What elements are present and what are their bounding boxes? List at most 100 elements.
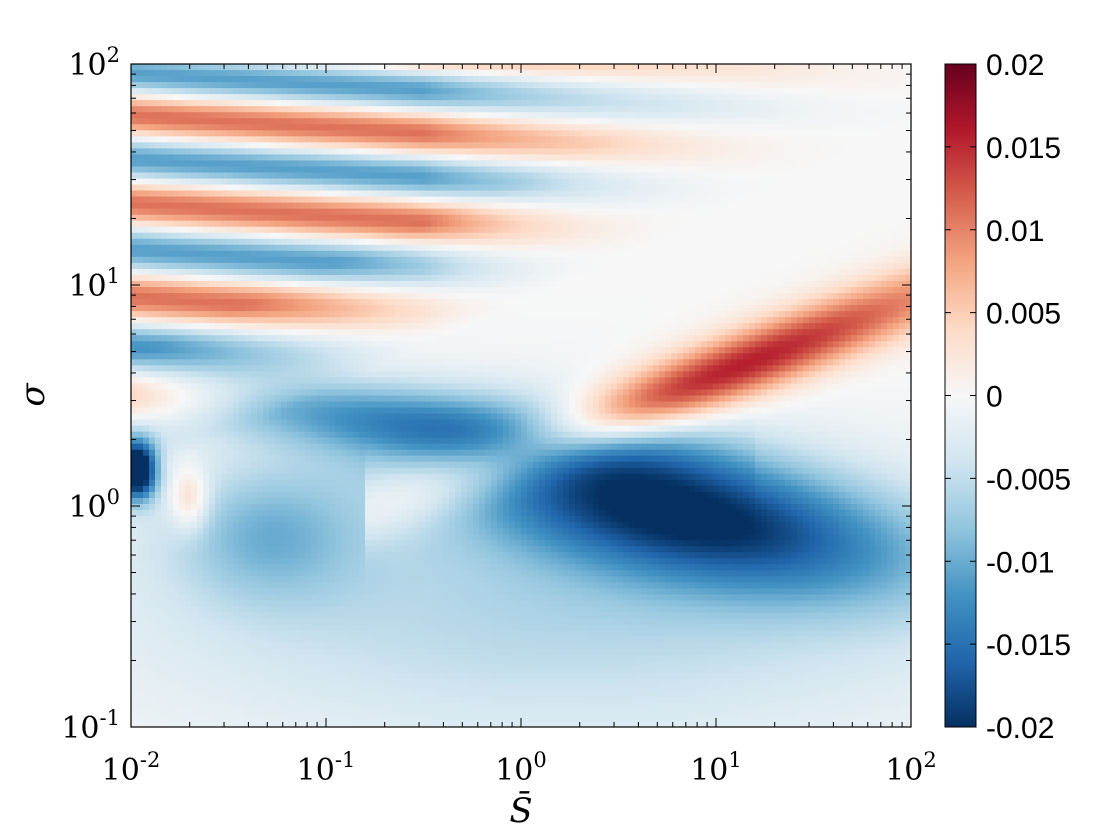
- heatmap-cell: [263, 244, 270, 252]
- heatmap-cell: [707, 100, 714, 107]
- heatmap-cell: [221, 118, 228, 125]
- heatmap-cell: [461, 148, 468, 156]
- heatmap-cell: [497, 112, 504, 119]
- heatmap-cell: [311, 190, 318, 198]
- heatmap-cell: [185, 262, 192, 270]
- heatmap-cell: [905, 238, 911, 246]
- heatmap-cell: [797, 202, 804, 210]
- heatmap-cell: [773, 130, 780, 137]
- heatmap-cell: [173, 100, 180, 107]
- heatmap-cell: [899, 88, 906, 95]
- heatmap-cell: [611, 124, 618, 131]
- heatmap-cell: [557, 208, 564, 216]
- heatmap-cell: [245, 178, 252, 186]
- heatmap-cell: [557, 262, 564, 270]
- heatmap-cell: [521, 166, 528, 174]
- heatmap-cell: [629, 172, 636, 180]
- heatmap-cell: [851, 196, 858, 204]
- heatmap-cell: [797, 64, 804, 71]
- heatmap-cell: [881, 148, 888, 156]
- heatmap-cell: [683, 262, 690, 270]
- heatmap-cell: [671, 190, 678, 198]
- heatmap-cell: [821, 268, 828, 276]
- heatmap-cell: [767, 94, 774, 101]
- heatmap-cell: [515, 262, 522, 270]
- heatmap-cell: [167, 124, 174, 131]
- heatmap-cell: [209, 287, 216, 294]
- heatmap-cell: [377, 202, 384, 210]
- heatmap-cell: [731, 244, 738, 252]
- heatmap-cell: [779, 130, 786, 137]
- heatmap-cell: [821, 148, 828, 156]
- heatmap-cell: [287, 190, 294, 198]
- heatmap-cell: [863, 190, 870, 198]
- heatmap-cell: [149, 166, 156, 174]
- heatmap-cell: [743, 94, 750, 101]
- heatmap-cell: [533, 130, 540, 137]
- heatmap-cell: [527, 82, 534, 89]
- heatmap-cell: [425, 154, 432, 162]
- heatmap-cell: [779, 136, 786, 143]
- heatmap-cell: [701, 148, 708, 156]
- heatmap-cell: [647, 220, 654, 228]
- heatmap-cell: [647, 280, 654, 288]
- heatmap-cell: [701, 118, 708, 125]
- heatmap-cell: [179, 124, 186, 131]
- heatmap-cell: [467, 268, 474, 276]
- heatmap-cell: [545, 112, 552, 119]
- heatmap-cell: [641, 262, 648, 270]
- heatmap-cell: [635, 196, 642, 204]
- heatmap-cell: [791, 196, 798, 204]
- heatmap-cell: [347, 70, 354, 77]
- heatmap-cell: [377, 238, 384, 246]
- heatmap-cell: [131, 100, 138, 107]
- heatmap-cell: [683, 100, 690, 107]
- heatmap-cell: [479, 214, 486, 222]
- heatmap-cell: [677, 238, 684, 246]
- heatmap-cell: [881, 82, 888, 89]
- heatmap-cell: [401, 287, 408, 294]
- heatmap-cell: [401, 238, 408, 246]
- heatmap-cell: [275, 118, 282, 125]
- heatmap-cell: [275, 106, 282, 113]
- heatmap-cell: [407, 172, 414, 180]
- heatmap-cell: [887, 82, 894, 89]
- heatmap-cell: [641, 220, 648, 228]
- heatmap-cell: [875, 214, 882, 222]
- heatmap-cell: [719, 124, 726, 131]
- heatmap-cell: [767, 280, 774, 288]
- heatmap-cell: [731, 262, 738, 270]
- heatmap-cell: [725, 118, 732, 125]
- heatmap-cell: [407, 142, 414, 149]
- heatmap-cell: [623, 124, 630, 131]
- heatmap-cell: [383, 88, 390, 95]
- heatmap-cell: [863, 166, 870, 174]
- heatmap-cell: [485, 82, 492, 89]
- heatmap-cell: [263, 82, 270, 89]
- heatmap-cell: [617, 196, 624, 204]
- heatmap-cell: [755, 268, 762, 276]
- heatmap-cell: [527, 196, 534, 204]
- heatmap-cell: [335, 220, 342, 228]
- heatmap-cell: [251, 124, 258, 131]
- heatmap-cell: [335, 244, 342, 252]
- heatmap-cell: [893, 196, 900, 204]
- heatmap-cell: [443, 287, 450, 294]
- heatmap-cell: [617, 160, 624, 168]
- heatmap-cell: [491, 268, 498, 276]
- heatmap-cell: [725, 268, 732, 276]
- heatmap-cell: [665, 238, 672, 246]
- heatmap-cell: [503, 154, 510, 162]
- heatmap-cell: [467, 136, 474, 143]
- heatmap-cell: [875, 124, 882, 131]
- heatmap-cell: [701, 226, 708, 234]
- heatmap-cell: [749, 142, 756, 149]
- heatmap-cell: [407, 232, 414, 240]
- heatmap-cell: [623, 274, 630, 282]
- heatmap-cell: [161, 70, 168, 77]
- heatmap-cell: [773, 160, 780, 168]
- heatmap-cell: [323, 262, 330, 270]
- heatmap-cell: [131, 178, 138, 186]
- heatmap-cell: [647, 244, 654, 252]
- heatmap-cell: [587, 130, 594, 137]
